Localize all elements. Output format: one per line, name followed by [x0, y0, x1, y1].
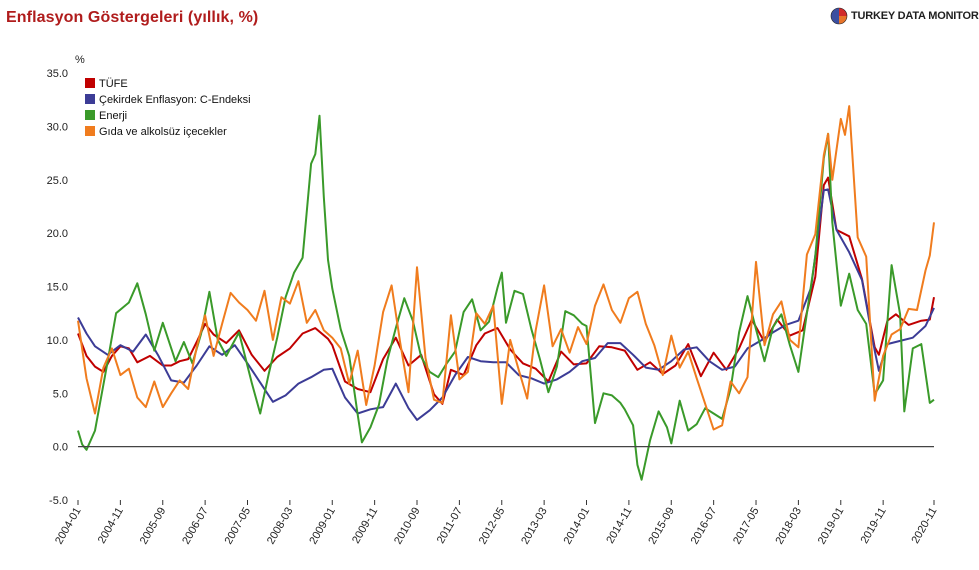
legend-label: TÜFE — [99, 78, 128, 90]
series-line — [77, 105, 935, 431]
legend-swatch — [85, 126, 95, 136]
x-tick-label: 2008-03 — [265, 506, 296, 547]
y-tick-label: -5.0 — [49, 495, 68, 507]
x-tick-label: 2013-03 — [519, 506, 550, 547]
brand-name: TURKEY DATA MONITOR — [851, 10, 979, 22]
y-axis-label: % — [75, 54, 85, 66]
page-title: Enflasyon Göstergeleri (yıllık, %) — [6, 9, 259, 26]
y-tick-label: 10.0 — [47, 335, 68, 347]
x-tick-label: 2010-09 — [392, 506, 423, 547]
x-tick-label: 2014-01 — [562, 506, 593, 547]
x-tick-label: 2015-09 — [646, 506, 677, 547]
x-tick-label: 2007-05 — [223, 506, 254, 547]
x-tick-label: 2020-11 — [909, 506, 939, 546]
y-tick-label: 25.0 — [47, 175, 68, 187]
x-tick-label: 2012-05 — [477, 506, 508, 547]
x-tick-label: 2019-01 — [816, 506, 847, 547]
x-tick-label: 2014-11 — [604, 506, 634, 546]
x-tick-label: 2016-07 — [689, 506, 720, 547]
legend-label: Çekirdek Enflasyon: C-Endeksi — [99, 94, 251, 106]
y-tick-label: 5.0 — [53, 388, 68, 400]
legend-label: Enerji — [99, 110, 127, 122]
x-tick-label: 2019-11 — [859, 506, 889, 546]
series-line — [77, 114, 935, 481]
legend-swatch — [85, 94, 95, 104]
globe-icon — [830, 7, 848, 25]
legend-label: Gıda ve alkolsüz içecekler — [99, 126, 227, 138]
y-tick-label: 15.0 — [47, 282, 68, 294]
x-tick-label: 2004-01 — [53, 506, 84, 547]
legend-swatch — [85, 110, 95, 120]
y-tick-label: 0.0 — [53, 442, 68, 454]
x-tick-label: 2009-11 — [350, 506, 380, 546]
series-line — [77, 176, 935, 405]
y-tick-label: 20.0 — [47, 228, 68, 240]
plot-area — [77, 105, 935, 481]
legend-swatch — [85, 78, 95, 88]
x-axis: 2004-01 2004-11 2005-09 2006-07 2007-05 2008-… — [53, 500, 940, 546]
y-axis: -5.0 0.0 5.0 10.0 15.0 20.0 25.0 30.0 35.0 — [47, 68, 68, 507]
legend: TÜFE Çekirdek Enflasyon: C-Endeksi Enerji G… — [85, 78, 251, 138]
x-tick-label: 2004-11 — [96, 506, 126, 546]
y-tick-label: 35.0 — [47, 68, 68, 80]
y-tick-label: 30.0 — [47, 121, 68, 133]
x-tick-label: 2011-07 — [435, 506, 465, 546]
x-tick-label: 2005-09 — [138, 506, 169, 547]
x-tick-label: 2017-05 — [731, 506, 762, 547]
brand-logo: TURKEY DATA MONITOR — [830, 7, 979, 25]
x-tick-label: 2009-01 — [307, 506, 338, 547]
x-tick-label: 2006-07 — [180, 506, 211, 547]
x-tick-label: 2018-03 — [773, 506, 804, 547]
